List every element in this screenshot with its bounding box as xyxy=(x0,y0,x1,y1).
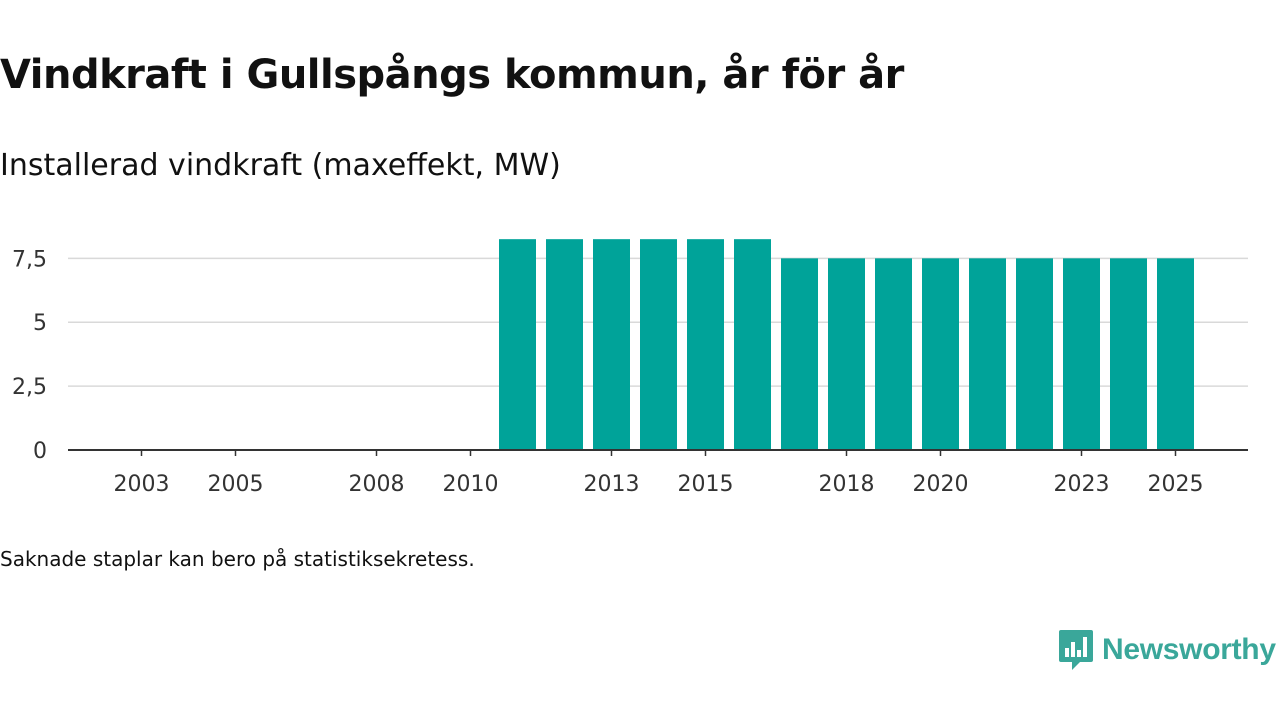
x-tick-label: 2005 xyxy=(208,472,264,497)
x-tick-label: 2025 xyxy=(1148,472,1204,497)
y-tick-label: 0 xyxy=(33,439,47,464)
y-axis: 0 2,5 5 7,5 xyxy=(12,247,47,464)
bar-2023 xyxy=(1063,258,1100,450)
bar-2016 xyxy=(734,239,771,450)
bar-2013 xyxy=(593,239,630,450)
x-tick-label: 2020 xyxy=(913,472,969,497)
x-tick-label: 2015 xyxy=(678,472,734,497)
chart-title: Vindkraft i Gullspångs kommun, år för år xyxy=(0,52,904,98)
y-tick-label: 7,5 xyxy=(12,247,47,272)
x-tick-label: 2013 xyxy=(584,472,640,497)
x-tick-label: 2003 xyxy=(114,472,170,497)
brand-name: Newsworthy xyxy=(1102,633,1276,666)
bar-2014 xyxy=(640,239,677,450)
bar-2022 xyxy=(1016,258,1053,450)
x-tick-label: 2008 xyxy=(349,472,405,497)
x-tick-label: 2018 xyxy=(819,472,875,497)
bar-2011 xyxy=(499,239,536,450)
bar-2024 xyxy=(1110,258,1147,450)
bar-chart: 2003 2005 2008 2010 2013 2015 2018 2020 2023 2025… xyxy=(12,239,1248,497)
bar-2021 xyxy=(969,258,1006,450)
y-tick-label: 2,5 xyxy=(12,375,47,400)
bar-2025 xyxy=(1157,258,1194,450)
newsworthy-logo-icon xyxy=(1059,630,1093,670)
x-tick-label: 2010 xyxy=(443,472,499,497)
bars xyxy=(499,239,1194,450)
brand-logo: Newsworthy xyxy=(1058,628,1276,672)
bar-2015 xyxy=(687,239,724,450)
bar-2017 xyxy=(781,258,818,450)
bar-2020 xyxy=(922,258,959,450)
bar-2019 xyxy=(875,258,912,450)
bar-2018 xyxy=(828,258,865,450)
chart-subtitle: Installerad vindkraft (maxeffekt, MW) xyxy=(0,148,561,183)
y-tick-label: 5 xyxy=(33,311,47,336)
x-tick-label: 2023 xyxy=(1054,472,1110,497)
x-axis: 2003 2005 2008 2010 2013 2015 2018 2020 2023 2025 xyxy=(114,450,1204,497)
footnote: Saknade staplar kan bero på statistiksek… xyxy=(0,547,475,571)
bar-2012 xyxy=(546,239,583,450)
